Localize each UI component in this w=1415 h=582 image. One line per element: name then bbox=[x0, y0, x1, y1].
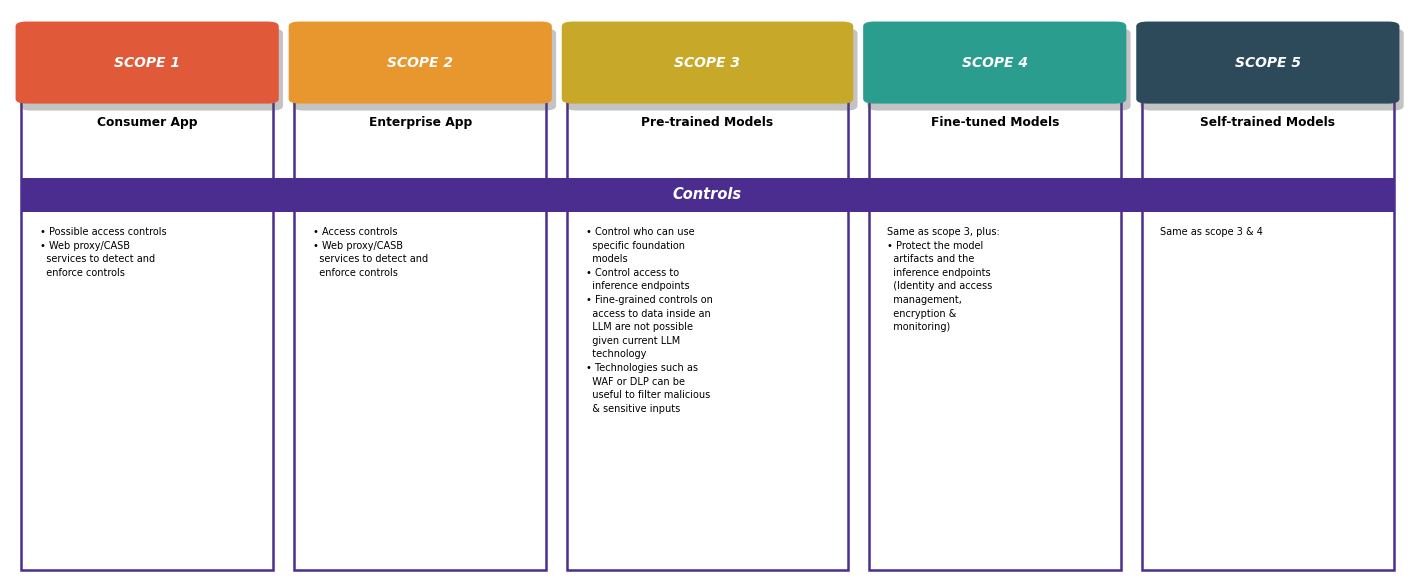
FancyBboxPatch shape bbox=[20, 29, 283, 111]
FancyBboxPatch shape bbox=[1136, 22, 1399, 104]
Bar bbox=[872, 67, 1118, 73]
Text: Enterprise App: Enterprise App bbox=[369, 116, 471, 129]
FancyBboxPatch shape bbox=[867, 29, 1131, 111]
Text: Same as scope 3, plus:
• Protect the model
  artifacts and the
  inference endpo: Same as scope 3, plus: • Protect the mod… bbox=[887, 227, 1000, 332]
Text: SCOPE 3: SCOPE 3 bbox=[675, 55, 740, 70]
Text: SCOPE 4: SCOPE 4 bbox=[962, 55, 1027, 70]
FancyBboxPatch shape bbox=[289, 22, 552, 104]
Text: SCOPE 1: SCOPE 1 bbox=[115, 55, 180, 70]
Text: Fine-tuned Models: Fine-tuned Models bbox=[931, 116, 1058, 129]
FancyBboxPatch shape bbox=[293, 29, 556, 111]
Bar bbox=[570, 67, 845, 73]
Text: Self-trained Models: Self-trained Models bbox=[1200, 116, 1336, 129]
Text: Consumer App: Consumer App bbox=[96, 116, 198, 129]
Bar bbox=[1145, 67, 1391, 73]
Bar bbox=[297, 67, 543, 73]
Bar bbox=[24, 67, 270, 73]
Text: Pre-trained Models: Pre-trained Models bbox=[641, 116, 774, 129]
FancyBboxPatch shape bbox=[562, 22, 853, 104]
Bar bbox=[21, 178, 1394, 212]
Text: Controls: Controls bbox=[674, 187, 741, 203]
Text: • Access controls
• Web proxy/CASB
  services to detect and
  enforce controls: • Access controls • Web proxy/CASB servi… bbox=[313, 227, 427, 278]
Bar bbox=[1142, 70, 1394, 570]
Text: SCOPE 5: SCOPE 5 bbox=[1235, 55, 1300, 70]
Text: SCOPE 2: SCOPE 2 bbox=[388, 55, 453, 70]
Text: • Control who can use
  specific foundation
  models
• Control access to
  infer: • Control who can use specific foundatio… bbox=[586, 227, 713, 414]
FancyBboxPatch shape bbox=[863, 22, 1126, 104]
FancyBboxPatch shape bbox=[566, 29, 857, 111]
FancyBboxPatch shape bbox=[1140, 29, 1404, 111]
FancyBboxPatch shape bbox=[16, 22, 279, 104]
Bar bbox=[869, 70, 1121, 570]
Bar bbox=[21, 70, 273, 570]
Text: • Possible access controls
• Web proxy/CASB
  services to detect and
  enforce c: • Possible access controls • Web proxy/C… bbox=[40, 227, 166, 278]
Bar bbox=[294, 70, 546, 570]
Text: Same as scope 3 & 4: Same as scope 3 & 4 bbox=[1160, 227, 1264, 237]
Bar bbox=[567, 70, 848, 570]
